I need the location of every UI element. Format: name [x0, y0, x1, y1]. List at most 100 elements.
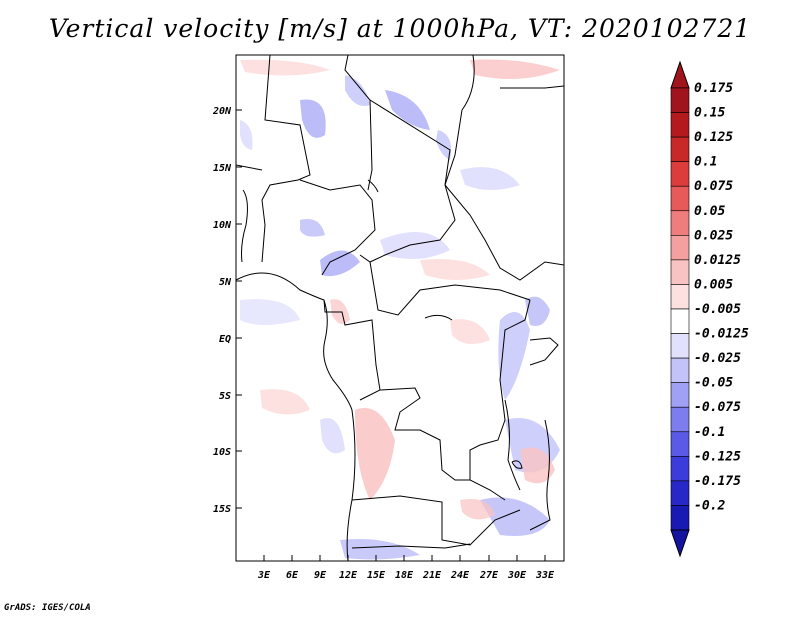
lat-label: 5N	[219, 277, 232, 288]
border-line	[529, 337, 559, 366]
colorbar-label: 0.15	[694, 106, 725, 121]
lon-axis	[263, 555, 546, 561]
field-blob	[320, 418, 345, 454]
border-line	[351, 543, 471, 549]
field-blob	[240, 59, 330, 76]
colorbar-box	[670, 382, 690, 408]
lon-label: 18E	[395, 570, 414, 581]
field-blob	[320, 250, 360, 277]
colorbar-box	[670, 480, 690, 506]
colorbar-box	[670, 210, 690, 236]
field-blob	[355, 408, 395, 500]
colorbar-label: -0.125	[694, 449, 741, 464]
field-blob	[436, 130, 452, 160]
map-frame	[235, 54, 565, 562]
lon-label: 3E	[257, 570, 271, 581]
border-line	[444, 109, 463, 186]
field-blob	[525, 296, 550, 326]
border-line	[241, 189, 248, 263]
field-blob	[240, 299, 300, 325]
border-line	[261, 55, 311, 263]
colorbar-box	[670, 112, 690, 138]
border-line	[351, 495, 521, 546]
lon-label: 33E	[535, 570, 555, 581]
lon-label: 30E	[507, 570, 527, 581]
colorbar-label: -0.1	[694, 425, 725, 440]
field-blob	[300, 99, 326, 138]
lon-label: 15E	[367, 570, 386, 581]
border-line	[379, 387, 470, 481]
lon-label: 21E	[422, 570, 442, 581]
border-line	[529, 419, 551, 531]
colorbar-boxes	[670, 87, 690, 531]
field-blob	[480, 497, 550, 536]
field-blob	[340, 539, 420, 560]
colorbar-label: -0.0125	[694, 327, 749, 342]
colorbar-label: -0.005	[694, 302, 741, 317]
field-blob	[300, 219, 325, 237]
colorbar-box	[670, 284, 690, 310]
lat-label: 15N	[213, 163, 232, 174]
colorbar-box	[670, 87, 690, 113]
border-line	[367, 179, 379, 193]
colorbar-box	[670, 333, 690, 359]
lat-label: 15S	[213, 504, 231, 515]
colorbar-labels: 0.175 0.15 0.125 0.1 0.075 0.05 0.025 0.0125 0.0…	[694, 81, 749, 513]
lat-label: 10N	[213, 220, 232, 231]
field-blob	[498, 312, 530, 400]
colorbar-bottom-triangle	[670, 529, 690, 558]
coastlines-and-borders	[236, 55, 564, 561]
border-line	[444, 184, 564, 281]
field-blob	[260, 389, 310, 415]
velocity-field	[240, 59, 560, 560]
colorbar-box	[670, 456, 690, 482]
colorbar-label: -0.075	[694, 400, 741, 415]
lon-label: 9E	[314, 570, 327, 581]
lon-label: 24E	[450, 570, 470, 581]
lon-label: 12E	[339, 570, 358, 581]
colorbar-label: -0.2	[694, 498, 725, 513]
field-blob	[470, 59, 560, 79]
border-line	[323, 299, 381, 401]
field-blob	[345, 75, 370, 106]
colorbar-label: 0.1	[694, 155, 717, 170]
border-line	[369, 261, 531, 316]
colorbar-label: -0.05	[694, 376, 733, 391]
colorbar-box	[670, 431, 690, 457]
colorbar-box	[670, 259, 690, 285]
colorbar-box	[670, 136, 690, 162]
credit-text: GrADS: IGES/COLA	[4, 603, 91, 613]
field-blob	[240, 120, 253, 150]
colorbar-label: 0.175	[694, 81, 733, 96]
colorbar-label: -0.025	[694, 351, 741, 366]
field-blob	[450, 319, 490, 344]
colorbar-box	[670, 308, 690, 334]
lon-labels: 3E 6E 9E 12E 15E 18E 21E 24E 27E 30E 33E	[257, 570, 555, 581]
colorbar-box	[670, 505, 690, 531]
border-line	[299, 179, 376, 276]
border-line	[424, 314, 453, 321]
colorbar-label: 0.075	[694, 179, 733, 194]
field-blob	[460, 167, 520, 190]
field-blob	[460, 499, 495, 520]
colorbar-box	[670, 161, 690, 187]
lat-label: 20N	[212, 106, 232, 117]
coastline	[236, 272, 356, 561]
map-panel: 20N 15N 10N 5N EQ 5S 10S 15S 3E 6E 9E	[212, 54, 565, 581]
colorbar-top-triangle	[670, 60, 690, 89]
colorbar-box	[670, 357, 690, 383]
lat-label: 5S	[219, 391, 231, 402]
field-blob	[420, 259, 490, 280]
lon-label: 6E	[286, 570, 299, 581]
colorbar-label: 0.025	[694, 228, 733, 243]
lat-label: 10S	[213, 447, 231, 458]
colorbar-label: 0.0125	[694, 253, 741, 268]
lat-labels: 20N 15N 10N 5N EQ 5S 10S 15S	[212, 106, 232, 515]
colorbar-box	[670, 185, 690, 212]
border-line	[359, 99, 456, 263]
lat-label: EQ	[219, 334, 231, 345]
colorbar-label: 0.125	[694, 130, 733, 145]
border-line	[500, 85, 564, 89]
colorbar-box	[670, 235, 690, 261]
